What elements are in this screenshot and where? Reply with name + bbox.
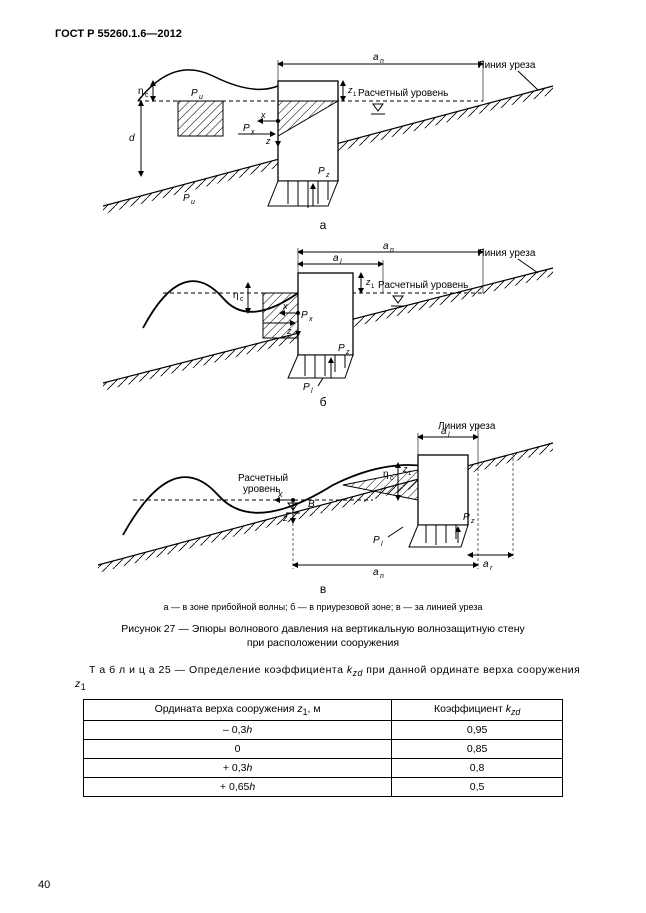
svg-text:n: n [380,58,384,65]
figure-b-label: б [55,395,591,409]
svg-text:1: 1 [371,284,375,290]
table-row: + 0,65h0,5 [84,777,563,796]
svg-text:η: η [383,469,389,480]
waterline-edge-label-c: Линия уреза [438,421,496,432]
b-label: B [308,499,315,510]
figure-a: Линия уреза Расчетный уровень Pu Pu ηc d [55,46,591,216]
z-axis: z [265,136,271,146]
svg-text:l: l [311,388,313,393]
svg-text:η: η [138,86,144,97]
svg-text:уровень: уровень [243,484,281,495]
table-col1-header: Ордината верха сооружения z1, м [84,699,392,720]
figure-note: а — в зоне прибойной волны; б — в приуре… [55,602,591,612]
svg-text:a: a [383,241,389,252]
svg-text:a: a [333,253,339,264]
waterline-edge-label: Линия уреза [478,60,536,71]
svg-text:a: a [373,52,379,63]
svg-text:l: l [381,541,383,548]
svg-text:c: c [240,296,244,303]
svg-text:l: l [448,432,450,439]
svg-text:z: z [325,172,330,179]
svg-text:η: η [233,290,239,301]
figure-caption: Рисунок 27 — Эпюры волнового давления на… [55,622,591,650]
design-level-label: Расчетный уровень [358,88,448,99]
svg-text:a: a [483,559,489,570]
svg-text:1: 1 [353,92,357,98]
document-header: ГОСТ Р 55260.1.6—2012 [55,28,591,40]
svg-text:P: P [463,512,470,523]
table-row: – 0,3h0,95 [84,720,563,739]
coefficient-table: Ордината верха сооружения z1, м Коэффици… [83,699,563,797]
svg-text:c: c [390,475,394,482]
svg-text:Расчетный: Расчетный [238,473,288,484]
svg-text:u: u [199,94,203,101]
design-level-label-b: Расчетный уровень [378,280,468,291]
x-axis: x [260,110,266,120]
table-row: + 0,3h0,8 [84,758,563,777]
svg-text:P: P [373,535,380,546]
svg-text:P: P [303,382,310,393]
svg-text:P: P [191,88,198,99]
svg-text:l: l [340,259,342,266]
svg-text:z: z [282,513,288,523]
svg-text:a: a [441,426,447,437]
page-number: 40 [38,879,50,891]
svg-text:P: P [243,123,250,134]
svg-text:x: x [277,489,283,499]
svg-text:P: P [338,343,345,354]
figure-a-label: а [55,218,591,232]
figure-b: Линия уреза Расчетный уровень an al ηc [55,238,591,393]
figure-c-label: в [55,582,591,596]
svg-text:P: P [318,166,325,177]
table-row: 00,85 [84,739,563,758]
figure-c: Линия уреза Расчетный уровень al ηc z1 [55,415,591,580]
svg-text:P: P [183,193,190,204]
svg-text:x: x [250,129,255,136]
table-title: Т а б л и ц а 25 — Определение коэффицие… [75,664,591,692]
svg-text:n: n [390,247,394,254]
svg-text:u: u [191,199,195,206]
waterline-edge-label-b: Линия уреза [478,248,536,259]
svg-text:r: r [490,565,493,572]
svg-text:z: z [470,518,475,525]
svg-text:P: P [301,310,308,321]
svg-text:c: c [145,92,149,99]
svg-text:n: n [380,573,384,580]
table-col2-header: Коэффициент kzd [392,699,563,720]
svg-text:x: x [308,316,313,323]
svg-text:z: z [345,349,350,356]
d-label: d [129,133,135,144]
svg-text:a: a [373,567,379,578]
